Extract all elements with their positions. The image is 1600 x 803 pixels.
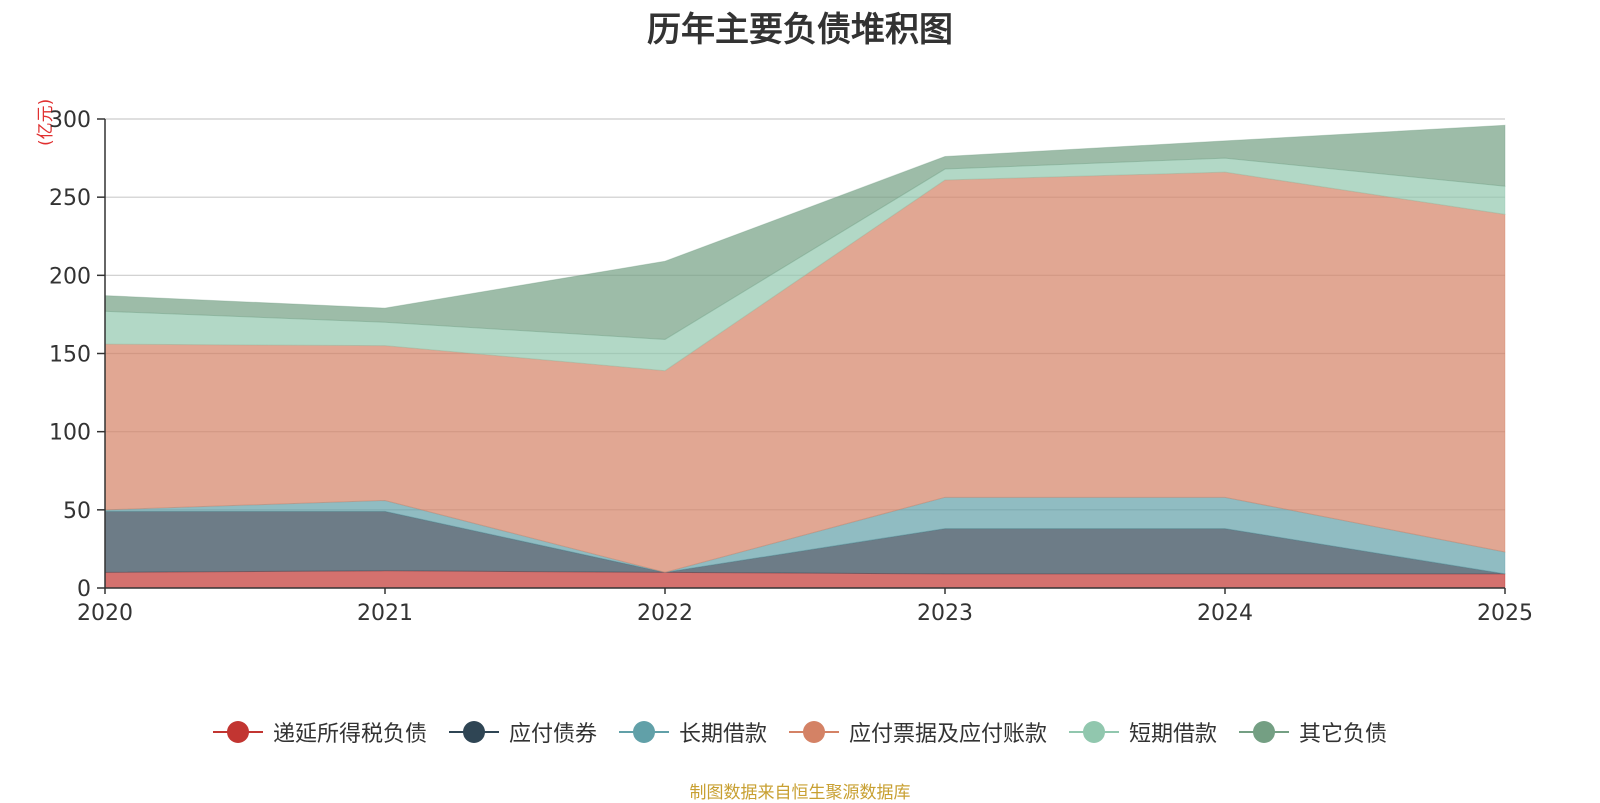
x-tick-label: 2022	[637, 601, 693, 626]
y-tick-label: 100	[49, 421, 91, 446]
y-tick-label: 200	[49, 264, 91, 289]
area-series-3	[104, 171, 1506, 573]
legend-label: 长期借款	[678, 722, 767, 747]
x-tick-label: 2024	[1197, 601, 1253, 626]
legend-marker-icon	[448, 720, 499, 744]
y-tick-label: 300	[49, 108, 91, 133]
legend-marker-icon	[789, 720, 839, 744]
area-series-layer	[104, 124, 1506, 589]
legend-item[interactable]: 长期借款	[618, 716, 767, 748]
legend-label: 递延所得税负债	[272, 722, 427, 747]
legend-marker-icon	[1069, 720, 1120, 744]
axes: 0 50 100 150 200 250 300 2020 2021 2022 2023 2024 20…	[49, 108, 1533, 626]
y-tick-label: 150	[49, 343, 91, 368]
legend: 递延所得税负债 应付债券 长期借款 应付票据及应付账款 短期借款 其它负债	[0, 716, 1600, 748]
legend-marker-icon	[212, 720, 263, 744]
y-tick-label: 50	[63, 499, 91, 524]
legend-label: 短期借款	[1129, 722, 1218, 747]
legend-item[interactable]: 应付票据及应付账款	[789, 716, 1047, 748]
legend-item[interactable]: 应付债券	[448, 716, 597, 748]
legend-label: 应付票据及应付账款	[849, 722, 1048, 747]
legend-label: 应付债券	[508, 722, 597, 747]
legend-label: 其它负债	[1299, 722, 1388, 747]
x-tick-label: 2025	[1477, 601, 1533, 626]
x-tick-label: 2021	[357, 601, 413, 626]
y-tick-label: 250	[49, 186, 91, 211]
y-tick-label: 0	[77, 577, 91, 602]
legend-item[interactable]: 递延所得税负债	[212, 716, 427, 748]
area-series-1	[104, 510, 1506, 575]
legend-marker-icon	[1239, 720, 1290, 744]
x-tick-label: 2020	[77, 601, 133, 626]
area-series-5	[104, 124, 1506, 340]
source-note: 制图数据来自恒生聚源数据库	[689, 783, 911, 803]
legend-item[interactable]: 短期借款	[1069, 716, 1217, 748]
x-tick-label: 2023	[917, 601, 973, 626]
legend-item[interactable]: 其它负债	[1239, 716, 1387, 748]
legend-marker-icon	[618, 720, 669, 744]
chart-title: 历年主要负债堆积图	[647, 10, 953, 50]
area-series-2	[104, 496, 1506, 575]
